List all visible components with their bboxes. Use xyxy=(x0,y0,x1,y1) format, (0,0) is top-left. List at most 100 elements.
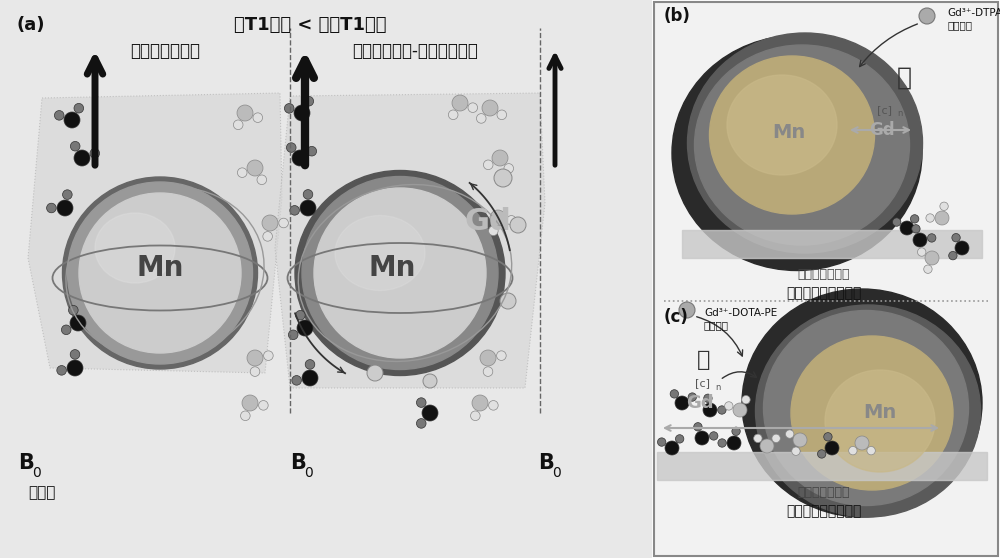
Circle shape xyxy=(492,150,508,166)
Circle shape xyxy=(70,350,80,359)
Text: (a): (a) xyxy=(16,16,44,34)
Circle shape xyxy=(855,436,869,450)
Circle shape xyxy=(675,435,684,443)
Ellipse shape xyxy=(688,33,922,253)
Circle shape xyxy=(423,374,437,388)
Circle shape xyxy=(489,226,498,235)
Text: 强T1效应 < 更强T1效应: 强T1效应 < 更强T1效应 xyxy=(234,16,386,34)
Circle shape xyxy=(90,148,100,158)
Circle shape xyxy=(917,248,926,256)
Circle shape xyxy=(67,360,83,376)
Circle shape xyxy=(665,441,679,455)
Ellipse shape xyxy=(302,176,498,369)
Circle shape xyxy=(725,402,733,410)
Circle shape xyxy=(416,418,426,428)
Circle shape xyxy=(54,110,64,120)
Text: B: B xyxy=(18,453,34,473)
Polygon shape xyxy=(28,93,282,373)
Text: 0: 0 xyxy=(552,466,561,480)
Circle shape xyxy=(300,200,316,216)
Circle shape xyxy=(288,330,298,340)
Circle shape xyxy=(849,446,857,455)
Circle shape xyxy=(253,113,263,122)
Circle shape xyxy=(237,105,253,121)
Text: 阤表面连接长连接物: 阤表面连接长连接物 xyxy=(786,504,862,518)
Text: n: n xyxy=(897,109,902,118)
Circle shape xyxy=(703,403,717,417)
Text: 0: 0 xyxy=(32,466,41,480)
Circle shape xyxy=(817,450,826,458)
Circle shape xyxy=(900,221,914,235)
Text: 更少接触水分子: 更少接触水分子 xyxy=(798,268,850,281)
Circle shape xyxy=(367,365,383,381)
Circle shape xyxy=(476,114,486,123)
Text: Gd: Gd xyxy=(686,394,714,412)
Circle shape xyxy=(250,367,260,377)
Text: [c]: [c] xyxy=(694,378,710,388)
Text: B: B xyxy=(290,453,306,473)
Text: n: n xyxy=(715,382,720,392)
Circle shape xyxy=(504,163,514,173)
Text: 混合金属（锨-阤）纳米粒子: 混合金属（锨-阤）纳米粒子 xyxy=(352,42,478,60)
Text: (c): (c) xyxy=(664,308,689,326)
Text: 外磁场: 外磁场 xyxy=(28,485,55,500)
Circle shape xyxy=(452,95,468,111)
Circle shape xyxy=(494,169,512,187)
Circle shape xyxy=(500,293,516,309)
Circle shape xyxy=(772,434,780,442)
Circle shape xyxy=(510,217,526,233)
Circle shape xyxy=(825,441,839,455)
Ellipse shape xyxy=(694,45,910,245)
Circle shape xyxy=(468,103,478,113)
Circle shape xyxy=(675,396,689,410)
Circle shape xyxy=(74,150,90,166)
Circle shape xyxy=(297,320,313,336)
Circle shape xyxy=(286,143,296,152)
Bar xyxy=(682,230,982,258)
Circle shape xyxy=(241,411,250,421)
Circle shape xyxy=(480,350,496,366)
Circle shape xyxy=(292,376,301,385)
Circle shape xyxy=(694,422,702,431)
Circle shape xyxy=(47,203,56,213)
Text: 阤表面连接短连接物: 阤表面连接短连接物 xyxy=(786,286,862,300)
Circle shape xyxy=(237,168,247,177)
Ellipse shape xyxy=(68,182,252,364)
Circle shape xyxy=(926,214,934,222)
Circle shape xyxy=(670,389,679,398)
Circle shape xyxy=(940,202,948,210)
Circle shape xyxy=(63,190,72,199)
Ellipse shape xyxy=(295,171,505,376)
Circle shape xyxy=(296,310,305,320)
Ellipse shape xyxy=(710,56,874,214)
Circle shape xyxy=(257,175,267,185)
Circle shape xyxy=(422,405,438,421)
Circle shape xyxy=(919,8,935,24)
Ellipse shape xyxy=(95,213,175,283)
Circle shape xyxy=(952,233,960,242)
Ellipse shape xyxy=(335,215,425,291)
Circle shape xyxy=(704,394,712,402)
Ellipse shape xyxy=(62,177,258,369)
Circle shape xyxy=(263,232,272,241)
Circle shape xyxy=(792,447,800,455)
Circle shape xyxy=(824,432,832,441)
Circle shape xyxy=(290,205,299,215)
Circle shape xyxy=(507,215,516,225)
Ellipse shape xyxy=(672,36,922,271)
Circle shape xyxy=(279,218,288,228)
Circle shape xyxy=(416,398,426,407)
Circle shape xyxy=(69,305,78,315)
Text: 更多接触水分子: 更多接触水分子 xyxy=(798,486,850,499)
Circle shape xyxy=(242,395,258,411)
Text: Gd³⁺-DTPA-BOA: Gd³⁺-DTPA-BOA xyxy=(947,8,1000,18)
Circle shape xyxy=(262,215,278,231)
Ellipse shape xyxy=(79,193,241,353)
Circle shape xyxy=(760,439,774,453)
Text: Mn: Mn xyxy=(368,254,416,282)
Circle shape xyxy=(955,241,969,255)
Circle shape xyxy=(785,430,794,438)
Text: Gd³⁺-DOTA-PE: Gd³⁺-DOTA-PE xyxy=(704,308,777,318)
Circle shape xyxy=(688,393,697,401)
Circle shape xyxy=(483,160,493,170)
